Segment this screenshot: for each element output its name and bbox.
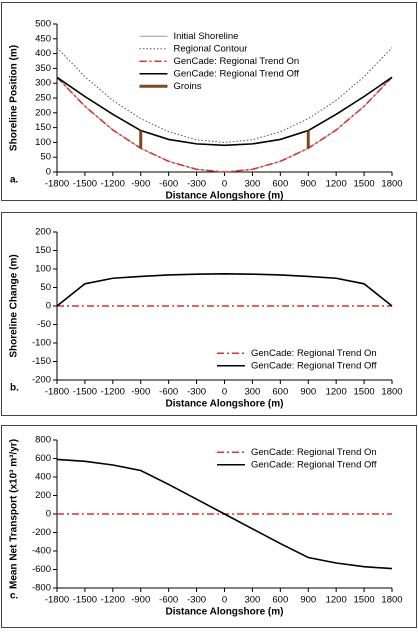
x-tick-label: -300 [187,179,206,190]
legend-label: Regional Contour [174,43,248,54]
y-tick-label: 100 [35,137,51,148]
x-tick-label: -300 [187,387,206,398]
y-tick-label: 0 [46,509,51,520]
y-axis-title: Shoreline Position (m) [9,45,20,151]
panel-frame [1,2,417,201]
y-tick-label: -800 [32,583,51,594]
x-tick-label: -1800 [45,387,69,398]
y-axis-title: Mean Net Transport (x10³ m³/yr) [9,439,20,589]
x-tick-label: 300 [244,179,260,190]
x-tick-label: -1500 [73,387,97,398]
y-tick-label: 250 [35,93,51,104]
y-tick-label: 400 [35,48,51,59]
x-tick-label: 600 [272,595,288,606]
y-tick-label: 450 [35,33,51,44]
x-tick-label: 300 [244,595,260,606]
x-tick-label: 1200 [326,595,347,606]
panel-label: a. [10,175,19,186]
x-tick-label: -1500 [73,595,97,606]
y-tick-label: 200 [35,107,51,118]
x-tick-label: 0 [222,387,227,398]
x-tick-label: 600 [272,179,288,190]
panel-frame [1,425,417,628]
x-tick-label: -1200 [101,179,125,190]
y-tick-label: 600 [35,453,51,464]
x-tick-label: -600 [159,387,178,398]
y-tick-label: 150 [35,122,51,133]
series-line [56,76,393,173]
y-tick-label: 50 [40,282,51,293]
x-tick-label: -1200 [101,595,125,606]
y-axis-title: Shoreline Change (m) [9,254,20,357]
legend-label: Initial Shoreline [174,31,239,42]
y-tick-label: 0 [46,167,51,178]
x-tick-label: -300 [187,595,206,606]
x-tick-label: -1800 [45,179,69,190]
x-tick-label: -900 [131,179,150,190]
x-tick-label: 300 [244,387,260,398]
series-line [56,273,393,307]
y-tick-label: 800 [35,435,51,446]
x-tick-label: 1800 [381,179,402,190]
legend-label: GenCade: Regional Trend On [174,56,300,67]
y-tick-label: 50 [40,152,51,163]
series-line [56,76,393,173]
y-tick-label: -600 [32,564,51,575]
y-tick-label: -100 [32,338,51,349]
panel-label: c. [10,591,19,602]
x-tick-label: 900 [300,595,316,606]
y-tick-label: 200 [35,227,51,238]
y-tick-label: 500 [35,19,51,30]
x-tick-label: -600 [159,595,178,606]
x-tick-label: 1800 [381,387,402,398]
x-axis-title: Distance Alongshore (m) [166,399,284,410]
x-tick-label: -1200 [101,387,125,398]
legend-label: Groins [174,81,202,92]
y-tick-label: -400 [32,546,51,557]
panel-label: b. [10,383,19,394]
y-tick-label: 300 [35,78,51,89]
x-tick-label: -600 [159,179,178,190]
x-tick-label: 1500 [354,179,375,190]
x-tick-label: -900 [131,387,150,398]
x-tick-label: 900 [300,179,316,190]
legend-label: GenCade: Regional Trend Off [251,360,377,371]
series-line [56,47,393,143]
series-line [56,458,393,570]
y-tick-label: -150 [32,356,51,367]
x-tick-label: 1500 [354,387,375,398]
legend-label: GenCade: Regional Trend On [251,348,377,359]
x-tick-label: 0 [222,179,227,190]
x-axis-title: Distance Alongshore (m) [166,191,284,202]
y-tick-label: -200 [32,375,51,386]
y-tick-label: 0 [46,301,51,312]
y-tick-label: -200 [32,527,51,538]
y-tick-label: 150 [35,245,51,256]
legend-label: GenCade: Regional Trend On [251,447,377,458]
x-tick-label: 0 [222,595,227,606]
y-tick-label: 400 [35,472,51,483]
x-tick-label: 1200 [326,179,347,190]
x-tick-label: 600 [272,387,288,398]
y-tick-label: 350 [35,63,51,74]
x-tick-label: -1800 [45,595,69,606]
series-line [56,76,393,147]
series-line [139,130,310,149]
y-tick-label: -50 [37,319,51,330]
x-tick-label: 900 [300,387,316,398]
x-axis-title: Distance Alongshore (m) [166,607,284,618]
x-tick-label: 1200 [326,387,347,398]
x-tick-label: -1500 [73,179,97,190]
x-tick-label: 1500 [354,595,375,606]
x-tick-label: -900 [131,595,150,606]
panel-frame [1,212,417,416]
legend-label: GenCade: Regional Trend Off [174,68,300,79]
y-tick-label: 200 [35,490,51,501]
legend-label: GenCade: Regional Trend Off [251,459,377,470]
x-tick-label: 1800 [381,595,402,606]
y-tick-label: 100 [35,264,51,275]
